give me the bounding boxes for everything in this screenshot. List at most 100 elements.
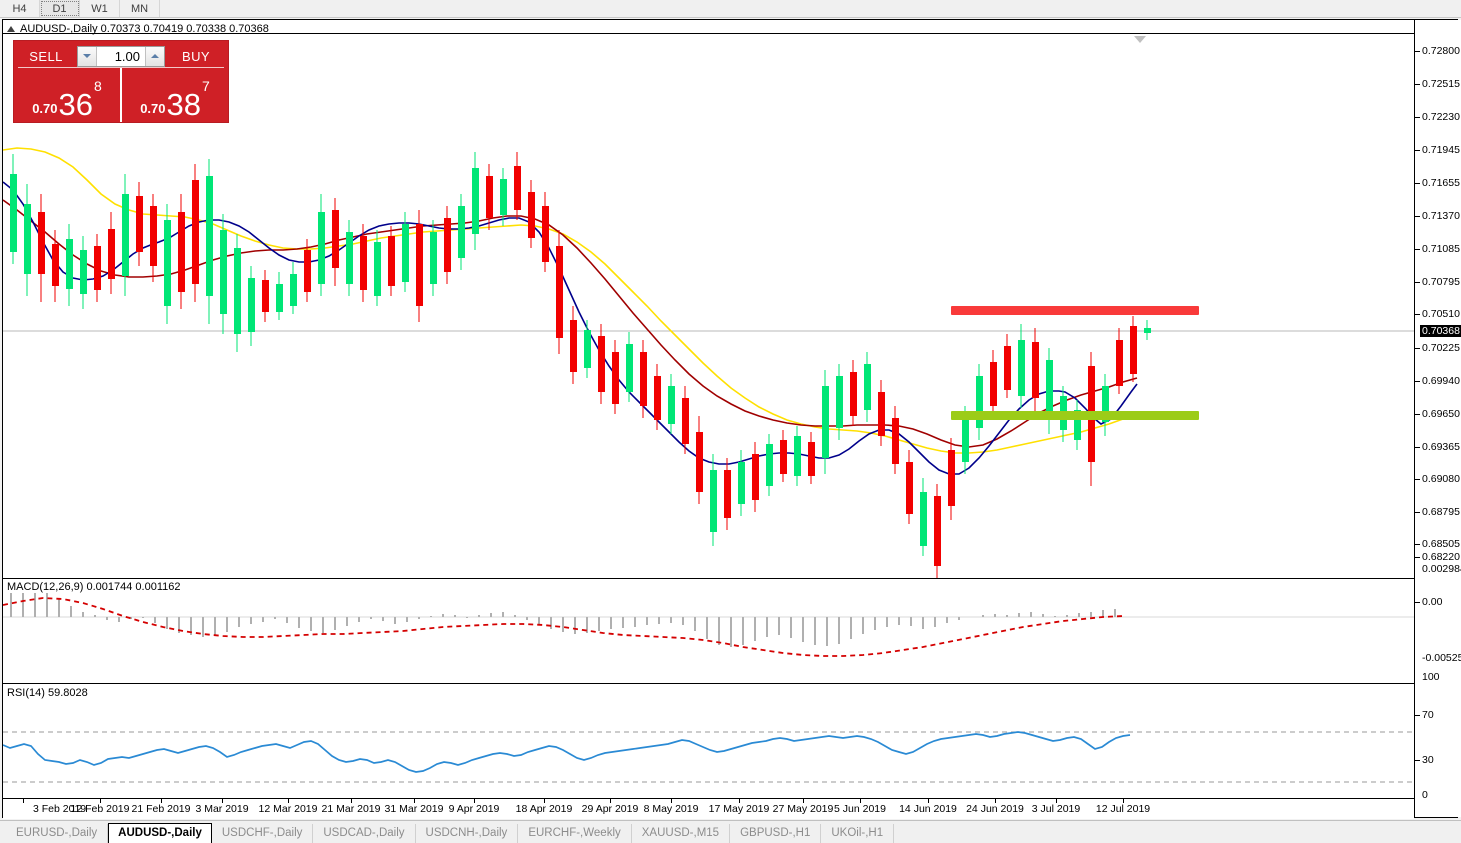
one-click-trading-panel[interactable]: SELL 1.00 BUY 0.70 36 8 0.70 38 7 (13, 40, 229, 123)
date-tick-5: 21 Mar 2019 (321, 803, 381, 815)
date-tick-1: 12 Feb 2019 (70, 803, 130, 815)
date-tick-8: 18 Apr 2019 (515, 803, 573, 815)
price-tick-10: 0.69940 (1422, 375, 1460, 387)
date-tick-0: 3 Feb 2019 (33, 803, 87, 815)
buy-button-label[interactable]: BUY (182, 48, 210, 64)
toolbar-empty-area (160, 0, 1461, 17)
volume-stepper[interactable]: 1.00 (77, 45, 165, 67)
rsi-label: RSI(14) 59.8028 (7, 687, 91, 699)
price-macd-divider (3, 578, 1414, 579)
macd-pane-canvas (3, 587, 1414, 657)
chart-tab-gbpusd[interactable]: GBPUSD-,H1 (730, 824, 822, 843)
price-tick-7: 0.70795 (1422, 276, 1460, 288)
volume-input[interactable]: 1.00 (97, 46, 145, 66)
timeframe-d1[interactable]: D1 (40, 0, 80, 17)
current-price-label: 0.70368 (1420, 325, 1461, 337)
chart-tab-xauusd[interactable]: XAUUSD-,M15 (632, 824, 731, 843)
date-tick-4: 12 Mar 2019 (258, 803, 318, 815)
macd-signal-line (3, 597, 1124, 657)
buy-price-fraction: 7 (202, 78, 210, 94)
price-tick-8: 0.70510 (1422, 308, 1460, 320)
date-tick-10: 8 May 2019 (643, 803, 699, 815)
collapse-triangle-icon[interactable] (7, 25, 15, 32)
date-axis[interactable]: 3 Feb 2019 12 Feb 2019 21 Feb 2019 3 Mar… (3, 798, 1414, 819)
chart-area[interactable]: AUDUSD-,Daily 0.70373 0.70419 0.70338 0.… (2, 19, 1461, 819)
trade-panel-divider (18, 67, 224, 68)
support-line[interactable] (951, 411, 1199, 420)
chart-top-rule (3, 33, 1414, 36)
chart-tab-usdcnh[interactable]: USDCNH-,Daily (416, 824, 519, 843)
trade-panel-top-row: SELL 1.00 BUY (14, 41, 228, 68)
rsi-tick-0: 100 (1422, 671, 1440, 683)
timeframe-toolbar: H4 D1 W1 MN (0, 0, 1461, 18)
timeframe-w1[interactable]: W1 (80, 0, 120, 17)
buy-price-prefix: 0.70 (140, 101, 166, 116)
price-pane[interactable] (3, 34, 1414, 578)
rsi-pane[interactable] (3, 684, 1414, 798)
volume-decrease-button[interactable] (78, 46, 97, 66)
chart-tab-ukoil[interactable]: UKOil-,H1 (821, 824, 895, 843)
chart-tab-usdcad[interactable]: USDCAD-,Daily (313, 824, 416, 843)
sell-button[interactable]: 0.70 36 8 (14, 68, 122, 122)
ma-blue-line (3, 181, 1138, 475)
volume-increase-button[interactable] (145, 46, 164, 66)
price-tick-9: 0.70225 (1422, 342, 1460, 354)
chart-tab-audusd[interactable]: AUDUSD-,Daily (108, 823, 212, 843)
macd-tick-0: 0.002984 (1422, 563, 1461, 575)
date-tick-3: 3 Mar 2019 (195, 803, 249, 815)
macd-tick-2: -0.005256 (1422, 652, 1461, 664)
chart-header-text: AUDUSD-,Daily 0.70373 0.70419 0.70338 0.… (20, 22, 269, 35)
price-tick-3: 0.71945 (1422, 144, 1460, 156)
timeframe-mn-label: MN (130, 2, 149, 15)
date-tick-2: 21 Feb 2019 (131, 803, 191, 815)
chart-tabs-bar: EURUSD-,Daily AUDUSD-,Daily USDCHF-,Dail… (0, 820, 1461, 843)
rsi-pane-canvas (3, 731, 1414, 783)
price-tick-2: 0.72230 (1422, 111, 1460, 123)
chevron-down-icon (83, 54, 91, 58)
date-tick-17: 12 Jul 2019 (1095, 803, 1151, 815)
price-scale[interactable]: 0.72800 0.72515 0.72230 0.71945 0.71655 … (1414, 20, 1461, 817)
date-tick-7: 9 Apr 2019 (448, 803, 500, 815)
buy-button[interactable]: 0.70 38 7 (122, 68, 228, 122)
price-tick-15: 0.68505 (1422, 538, 1460, 550)
rsi-tick-1: 70 (1422, 709, 1434, 721)
price-tick-6: 0.71085 (1422, 243, 1460, 255)
chart-tab-eurchf[interactable]: EURCHF-,Weekly (518, 824, 632, 843)
sell-price-prefix: 0.70 (32, 101, 58, 116)
rsi-line (3, 731, 1131, 773)
price-tick-12: 0.69365 (1422, 441, 1460, 453)
date-tick-9: 29 Apr 2019 (581, 803, 639, 815)
chart-tab-eurusd[interactable]: EURUSD-,Daily (6, 824, 109, 843)
sell-button-label[interactable]: SELL (29, 48, 63, 64)
timeframe-h4[interactable]: H4 (0, 0, 40, 17)
chevron-down-icon[interactable] (1134, 36, 1146, 43)
date-tick-13: 5 Jun 2019 (834, 803, 886, 815)
sell-price-fraction: 8 (94, 78, 102, 94)
price-pane-canvas (3, 147, 1414, 578)
chart-tab-usdchf[interactable]: USDCHF-,Daily (212, 824, 314, 843)
date-tick-16: 3 Jul 2019 (1031, 803, 1081, 815)
timeframe-mn[interactable]: MN (120, 0, 160, 17)
macd-label: MACD(12,26,9) 0.001744 0.001162 (7, 581, 184, 593)
buy-price-main: 38 (166, 87, 201, 123)
resistance-line[interactable] (951, 306, 1199, 315)
date-tick-11: 17 May 2019 (708, 803, 770, 815)
macd-rsi-divider (3, 683, 1414, 684)
price-tick-11: 0.69650 (1422, 408, 1460, 420)
ma-yellow-line (3, 147, 1124, 454)
price-tick-14: 0.68795 (1422, 506, 1460, 518)
date-tick-15: 24 Jun 2019 (966, 803, 1024, 815)
price-tick-5: 0.71370 (1422, 210, 1460, 222)
sell-price-main: 36 (58, 87, 93, 123)
macd-pane[interactable] (3, 579, 1414, 683)
chevron-up-icon (151, 54, 159, 58)
timeframe-d1-label: D1 (52, 2, 67, 15)
date-tick-14: 14 Jun 2019 (899, 803, 957, 815)
date-tick-6: 31 Mar 2019 (384, 803, 444, 815)
rsi-tick-3: 0 (1422, 789, 1428, 801)
rsi-tick-2: 30 (1422, 754, 1434, 766)
price-tick-0: 0.72800 (1422, 45, 1460, 57)
macd-tick-1: 0.00 (1422, 596, 1443, 608)
trade-price-buttons: 0.70 36 8 0.70 38 7 (14, 68, 228, 122)
